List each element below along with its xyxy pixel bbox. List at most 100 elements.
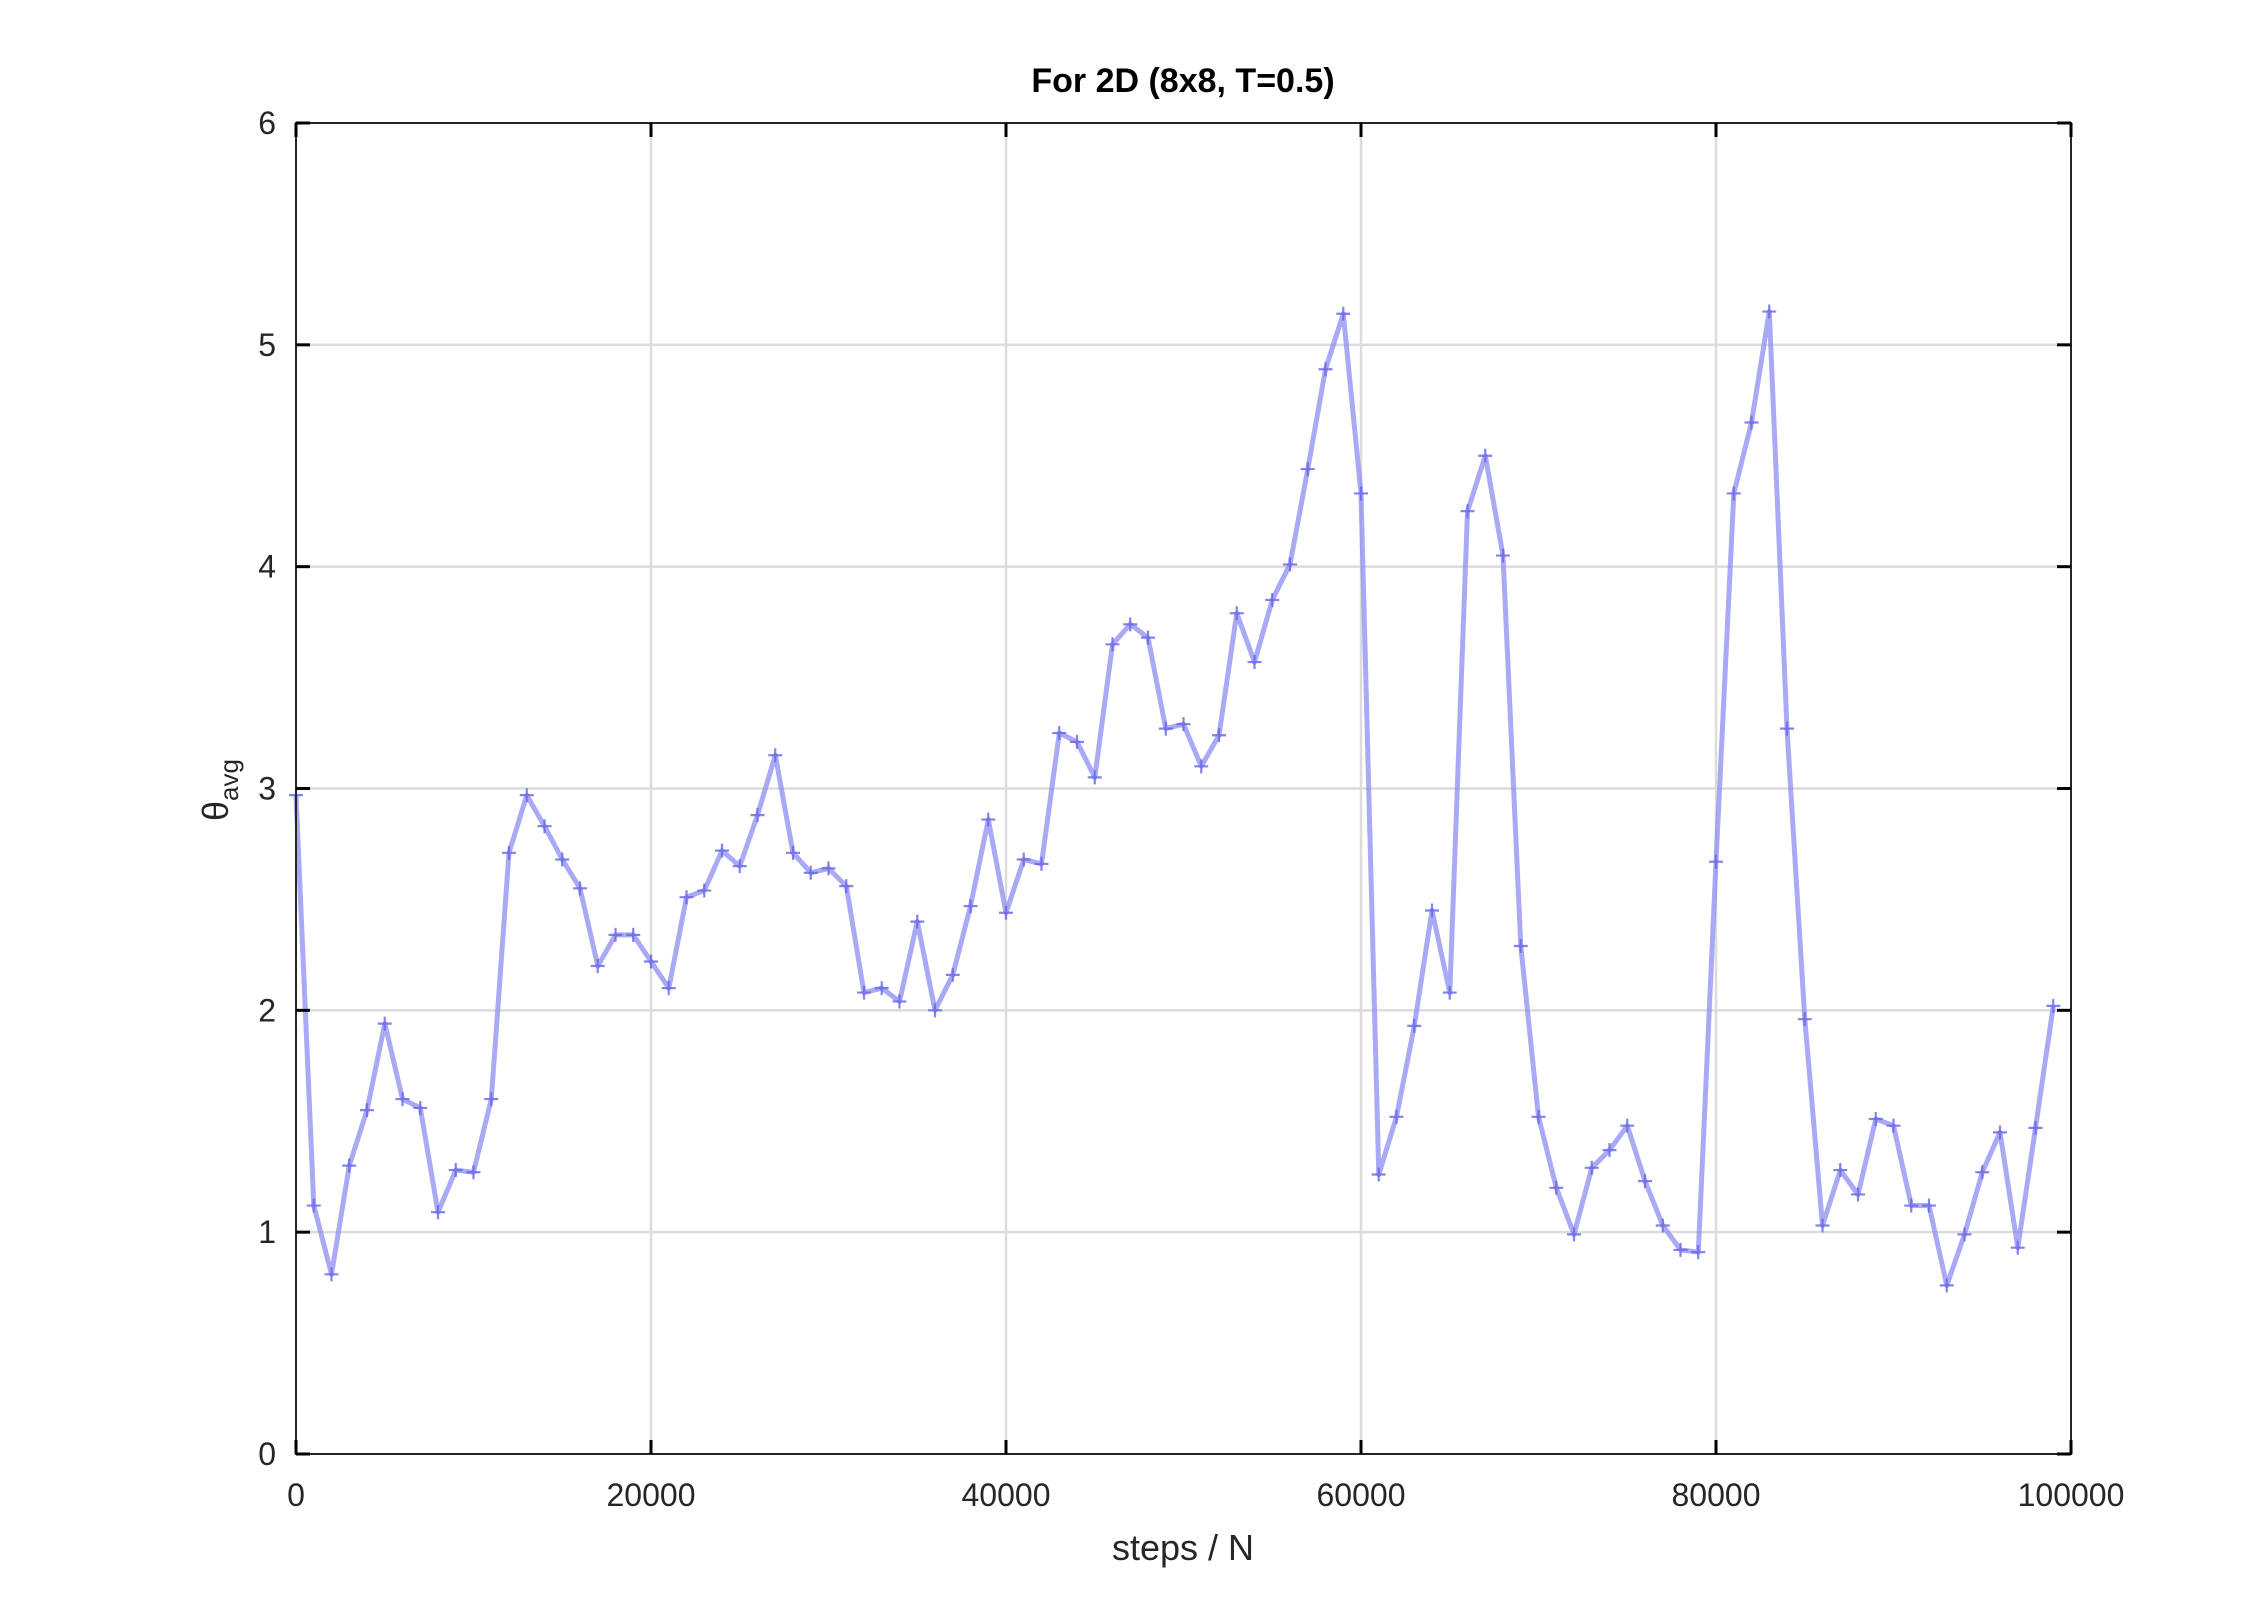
data-point [945, 967, 960, 982]
data-point [1016, 852, 1031, 867]
data-point [644, 954, 658, 969]
data-point [1549, 1180, 1564, 1195]
data-point [1105, 637, 1120, 652]
data-point [1442, 985, 1457, 1000]
data-point [1567, 1227, 1581, 1242]
y-axis-label-base: θ [195, 801, 236, 821]
series-layer [289, 304, 2061, 1293]
data-point [1851, 1187, 1865, 1202]
data-point [874, 981, 889, 996]
data-point [360, 1103, 374, 1118]
data-point [857, 985, 871, 1000]
data-point [1780, 721, 1794, 736]
data-point [803, 865, 818, 880]
data-point [1336, 306, 1351, 321]
y-tick-label: 5 [258, 327, 276, 363]
data-point [1673, 1242, 1688, 1257]
data-point [1762, 304, 1777, 319]
data-point [1052, 726, 1067, 741]
y-tick-label: 2 [258, 992, 276, 1028]
y-tick-label: 4 [258, 549, 276, 585]
data-point [1478, 448, 1493, 463]
data-point [466, 1165, 481, 1180]
data-point [342, 1158, 357, 1173]
data-point [999, 905, 1013, 920]
y-tick-label: 0 [258, 1436, 276, 1472]
data-point [786, 845, 800, 860]
data-point [1212, 728, 1226, 743]
data-point [1034, 856, 1049, 871]
data-point [1744, 415, 1759, 430]
tick-label-layer: 0 20000 40000 60000 80000 100000 0 1 2 3 4 5 6 [258, 105, 2124, 1513]
data-point [821, 861, 836, 876]
data-point [590, 958, 605, 973]
data-point [1815, 1218, 1830, 1233]
data-point [324, 1267, 339, 1282]
data-point [1496, 548, 1510, 563]
data-point [661, 981, 676, 996]
x-tick-label: 60000 [1317, 1477, 1406, 1513]
data-point [768, 748, 783, 763]
data-point [1922, 1198, 1936, 1213]
data-point [1265, 592, 1280, 607]
x-tick-label: 0 [287, 1477, 305, 1513]
data-point [2010, 1240, 2025, 1255]
x-tick-label: 20000 [607, 1477, 696, 1513]
data-point [1300, 462, 1315, 477]
data-point [1070, 734, 1084, 749]
data-point [555, 852, 570, 867]
data-point [715, 843, 729, 858]
data-point [608, 927, 623, 942]
y-tick-label: 6 [258, 105, 276, 141]
data-point [1904, 1198, 1919, 1213]
data-point [1691, 1245, 1706, 1260]
data-point [395, 1092, 410, 1107]
x-axis-label: steps / N [1112, 1527, 1254, 1568]
data-point [573, 881, 587, 896]
data-point [1602, 1143, 1617, 1158]
x-tick-label: 80000 [1672, 1477, 1761, 1513]
data-point [537, 819, 552, 834]
data-point [963, 899, 978, 914]
data-point [1229, 606, 1244, 621]
data-point [306, 1198, 321, 1213]
data-point [1407, 1018, 1422, 1033]
data-point [839, 879, 854, 894]
data-point [1638, 1174, 1652, 1189]
data-point [732, 859, 747, 874]
data-point [413, 1100, 428, 1115]
data-point [1123, 617, 1138, 632]
data-point [1584, 1160, 1599, 1175]
data-point [1087, 770, 1102, 785]
data-point [1141, 630, 1155, 645]
x-tick-label: 40000 [962, 1477, 1051, 1513]
data-point [1833, 1163, 1848, 1178]
data-point [1993, 1125, 2007, 1140]
data-point [1283, 557, 1297, 572]
data-point [1354, 486, 1368, 501]
data-point [1371, 1167, 1386, 1182]
data-point [1531, 1109, 1546, 1124]
y-axis-label: θavg [195, 759, 244, 821]
y-tick-label: 3 [258, 771, 276, 807]
data-point [892, 994, 907, 1009]
grid-layer [296, 123, 2071, 1454]
data-point [377, 1016, 392, 1031]
y-tick-label: 1 [258, 1214, 276, 1250]
data-point [1513, 939, 1528, 954]
x-tick-label: 100000 [2018, 1477, 2125, 1513]
data-point [1709, 854, 1723, 869]
data-point [750, 808, 765, 823]
data-point [1886, 1118, 1901, 1133]
data-point [2028, 1120, 2043, 1135]
data-point [1158, 721, 1173, 736]
data-point [1726, 486, 1741, 501]
data-point [1425, 903, 1439, 918]
data-point [981, 812, 996, 827]
data-point [1655, 1218, 1670, 1233]
data-point [1389, 1109, 1404, 1124]
data-point [928, 1003, 942, 1018]
data-point [1194, 759, 1209, 774]
data-point [910, 914, 925, 929]
